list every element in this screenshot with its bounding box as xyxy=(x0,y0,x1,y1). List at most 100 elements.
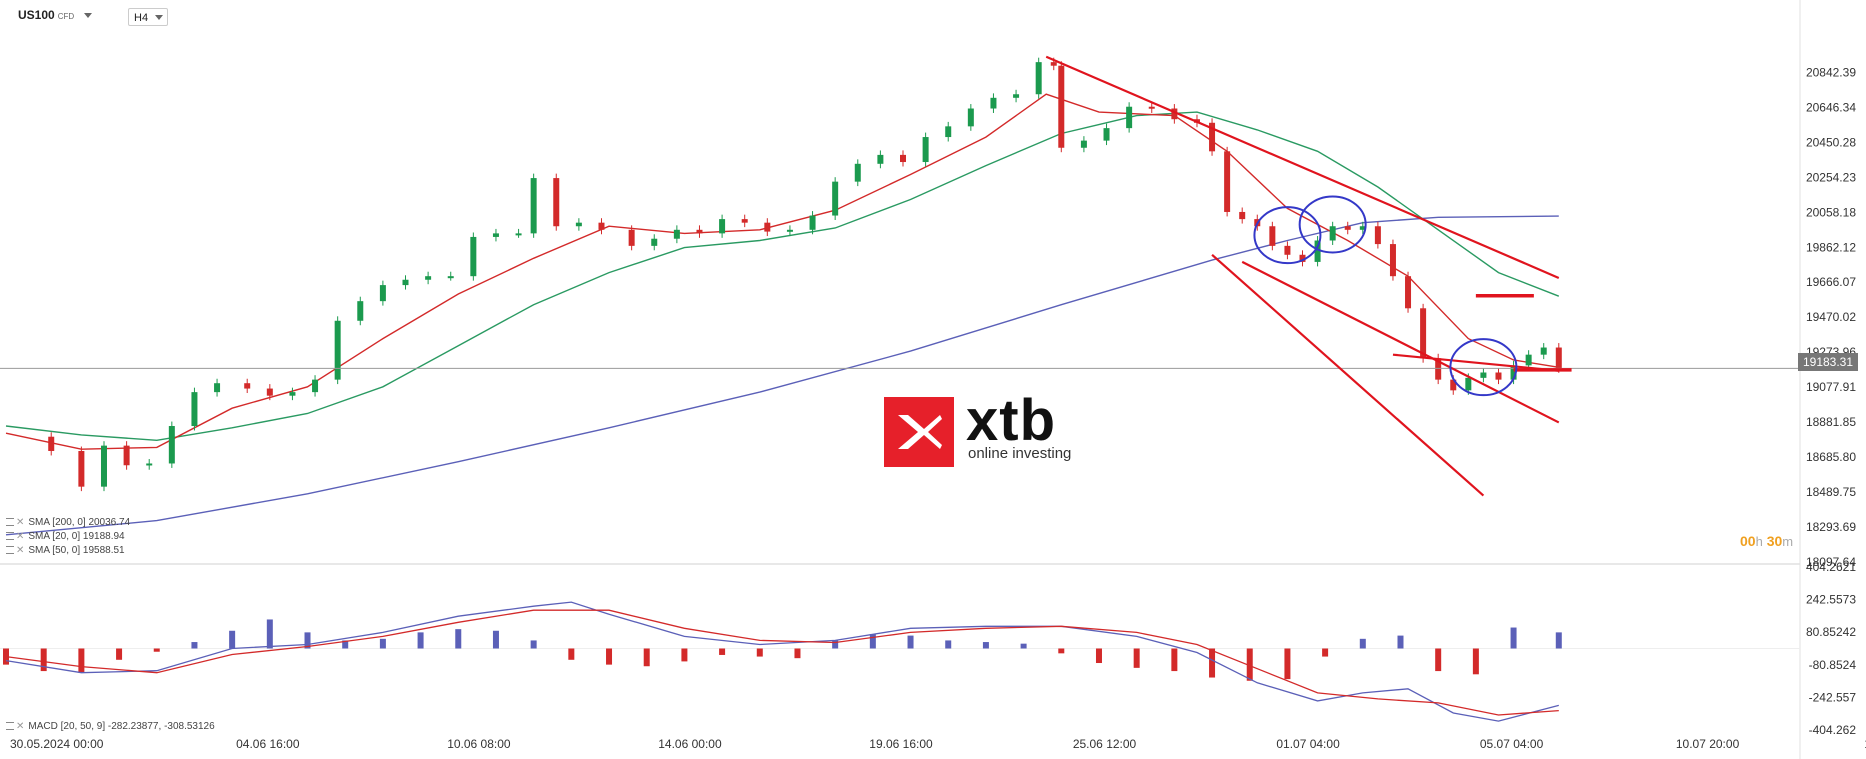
macd-histogram-bar xyxy=(945,640,952,649)
macd-histogram-bar xyxy=(191,642,198,649)
candle-body xyxy=(854,163,861,182)
candle-body xyxy=(900,154,906,163)
y-tick-label: 18489.75 xyxy=(1806,485,1856,499)
candle-body xyxy=(1374,226,1381,245)
candle-body xyxy=(741,219,748,223)
macd-histogram-bar xyxy=(1472,648,1479,675)
macd-histogram-bar xyxy=(1020,643,1027,649)
logo-wordmark: xtb xyxy=(966,388,1056,453)
candle-body xyxy=(146,463,153,466)
logo-tagline: online investing xyxy=(968,445,1072,462)
candle-body xyxy=(470,236,477,277)
x-tick-label: 16.07 12:00 xyxy=(1864,737,1866,751)
macd-histogram-bar xyxy=(606,648,613,665)
sma-20-legend[interactable]: ✕ SMA [20, 0] 19188.94 xyxy=(6,531,125,542)
macd-histogram-bar xyxy=(719,648,726,655)
macd-histogram-bar xyxy=(1095,648,1102,664)
close-icon[interactable]: ✕ xyxy=(16,517,25,528)
candle-body xyxy=(832,181,839,216)
y-tick-label: 20254.23 xyxy=(1806,170,1856,184)
candle-body xyxy=(1314,240,1321,262)
trend-line xyxy=(1211,253,1485,497)
sma-200-line xyxy=(5,215,1559,536)
close-icon[interactable]: ✕ xyxy=(16,545,25,556)
candle-body xyxy=(553,178,560,227)
macd-signal-line xyxy=(5,609,1559,716)
macd-histogram-bar xyxy=(1133,648,1140,668)
y-tick-label: 18293.69 xyxy=(1806,520,1856,534)
close-icon[interactable]: ✕ xyxy=(16,531,25,542)
candle-body xyxy=(1465,377,1472,391)
candle-body xyxy=(1405,276,1412,309)
candle-body xyxy=(214,383,221,393)
candle-body xyxy=(764,222,771,232)
macd-histogram-bar xyxy=(492,630,499,649)
macd-y-tick-label: -404.262 xyxy=(1809,723,1857,737)
candle-body xyxy=(945,126,952,138)
candle-body xyxy=(447,276,454,279)
candle-body xyxy=(1050,62,1057,66)
xtb-x-icon xyxy=(884,397,954,467)
candle-body xyxy=(1013,94,1020,98)
macd-histogram-bar xyxy=(1058,648,1065,654)
macd-legend[interactable]: ✕ MACD [20, 50, 9] -282.23877, -308.53126 xyxy=(6,721,215,732)
candle-body xyxy=(379,285,386,302)
candle-body xyxy=(168,426,175,464)
timeframe-select[interactable]: H4 xyxy=(128,8,168,26)
symbol-label[interactable]: US100 CFD xyxy=(18,8,93,22)
candle-body xyxy=(1269,226,1276,246)
candle-body xyxy=(1344,226,1351,230)
y-tick-label: 19470.02 xyxy=(1806,310,1856,324)
y-tick-label: 20450.28 xyxy=(1806,135,1856,149)
macd-histogram-bar xyxy=(304,632,311,649)
candle-body xyxy=(1239,211,1246,220)
candle-body xyxy=(266,388,273,396)
candle-body xyxy=(673,229,680,239)
x-tick-label: 05.07 04:00 xyxy=(1480,737,1544,751)
candle-body xyxy=(1540,347,1547,355)
candle-body xyxy=(123,445,130,466)
candle-body xyxy=(1171,108,1178,120)
macd-histogram-bar xyxy=(1284,648,1291,680)
candle-body xyxy=(967,108,974,127)
candle-body xyxy=(598,222,605,230)
macd-y-tick-label: -80.8524 xyxy=(1809,658,1857,672)
candle-body xyxy=(1103,128,1110,141)
candle-body xyxy=(1224,151,1231,212)
macd-histogram-bar xyxy=(379,638,386,649)
candle-body xyxy=(48,436,55,451)
x-tick-label: 04.06 16:00 xyxy=(236,737,300,751)
menu-icon xyxy=(6,546,14,555)
candle-body xyxy=(628,229,635,246)
candle-body xyxy=(425,276,432,280)
macd-histogram-bar xyxy=(568,648,575,660)
highlight-circle xyxy=(1253,206,1322,265)
sma-200-legend[interactable]: ✕ SMA [200, 0] 20036.74 xyxy=(6,517,130,528)
candle-timer: 00h 30m xyxy=(1740,533,1794,549)
sma-50-legend[interactable]: ✕ SMA [50, 0] 19588.51 xyxy=(6,545,125,556)
candle-body xyxy=(1510,365,1517,380)
candle-body xyxy=(334,320,341,380)
candle-body xyxy=(289,392,296,396)
y-tick-label: 18881.85 xyxy=(1806,415,1856,429)
candle-body xyxy=(1480,372,1487,378)
candle-body xyxy=(1389,244,1396,277)
candle-body xyxy=(1035,62,1042,95)
macd-histogram-bar xyxy=(417,632,424,649)
macd-histogram-bar xyxy=(1209,648,1216,678)
macd-histogram-bar xyxy=(116,648,123,660)
macd-y-tick-label: 80.85242 xyxy=(1806,625,1856,639)
macd-histogram-bar xyxy=(153,648,160,652)
candle-body xyxy=(809,215,816,230)
close-icon[interactable]: ✕ xyxy=(16,721,25,732)
y-tick-label: 18097.64 xyxy=(1806,555,1856,569)
macd-histogram-bar xyxy=(794,648,801,659)
macd-histogram-bar xyxy=(1510,627,1517,649)
sma-20-line xyxy=(5,93,1559,450)
x-tick-label: 10.06 08:00 xyxy=(447,737,511,751)
chevron-down-icon[interactable] xyxy=(84,13,93,19)
x-tick-label: 10.07 20:00 xyxy=(1676,737,1740,751)
macd-histogram-bar xyxy=(455,629,462,649)
candle-body xyxy=(357,301,364,321)
